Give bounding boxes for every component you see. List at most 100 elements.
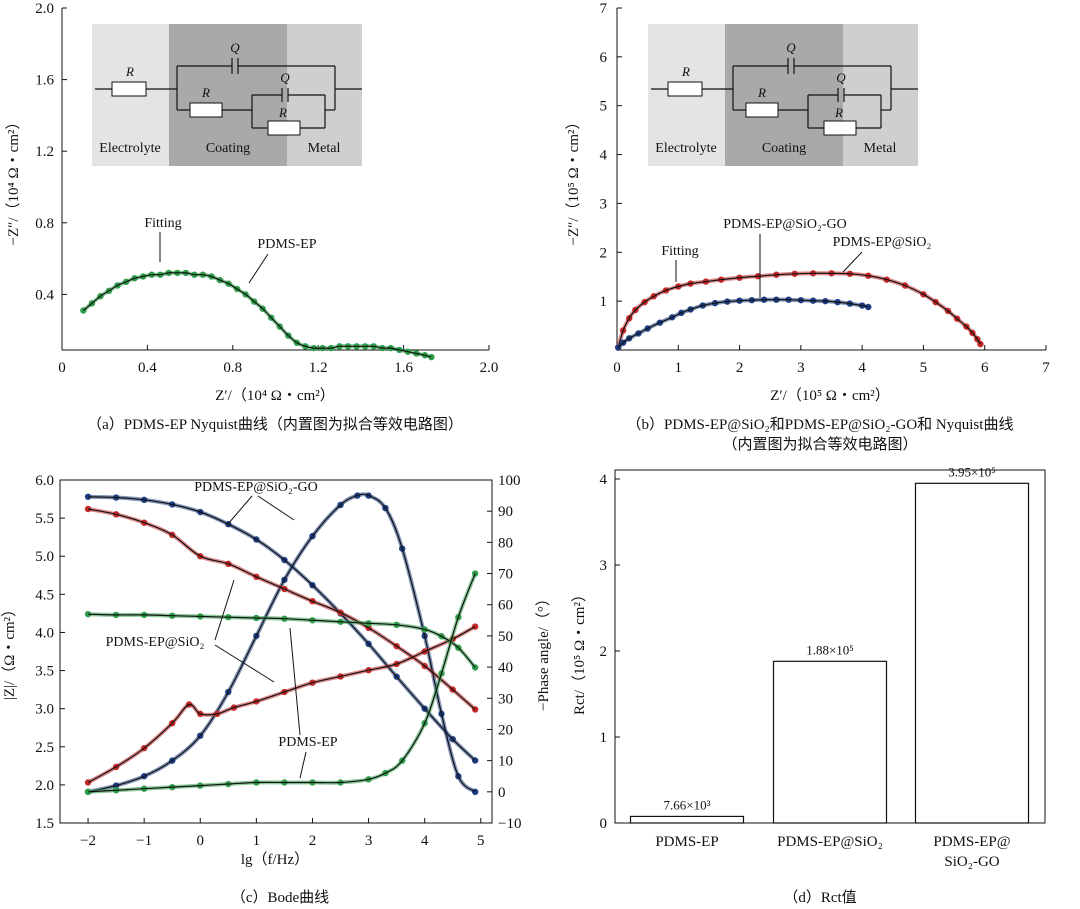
panel-a-ytick-label-2: 1.2: [35, 144, 54, 160]
panel-c-series-2-fit-line: [87, 508, 476, 710]
panel-c-frame: [59, 479, 493, 824]
panel-a-ylabel: −Z″/（10⁴ Ω・cm²）: [5, 115, 22, 246]
panel-b-annotation-sio2: PDMS-EP@SiO₂: [833, 235, 932, 250]
panel-d-category-label-2-0: PDMS-EP@: [933, 834, 1010, 850]
panel-d-category-label-2-1: SiO₂-GO: [944, 854, 999, 870]
panel-c-annotation-go-leader-2: [257, 495, 295, 521]
panel-c-ytick-right-label-3: 20: [498, 722, 513, 738]
panel-b-inset-resistor-rs: [667, 81, 703, 97]
panel-c-ytick-right-label-0: −10: [498, 816, 521, 832]
panel-a-inset-resistor-rct: [267, 120, 301, 136]
panel-b-inset-label-qdl: Q: [836, 70, 846, 85]
panel-c-xtick-label-1: −1: [136, 833, 152, 849]
panel-c-series-5-point-0: [84, 788, 92, 796]
panel-b-ytick-label-5: 6: [600, 50, 608, 66]
panel-a-inset-label-qc: Q: [230, 40, 240, 55]
panel-b-inset-label-rc: R: [757, 85, 766, 100]
panel-b-xtick-label-6: 6: [981, 360, 989, 376]
panel-d-value-label-1: 1.88×10⁵: [806, 642, 854, 657]
panel-b-ytick-label-2: 3: [600, 196, 608, 212]
caption-b: （b）PDMS-EP@SiO₂和PDMS-EP@SiO₂-GO和 Nyquist…: [626, 417, 1014, 433]
panel-a-xtick-label-2: 0.8: [223, 360, 242, 376]
panel-d-value-label-2: 3.95×10⁵: [948, 464, 996, 479]
panel-c-ytick-label-7: 5.0: [35, 549, 54, 565]
panel-c-xtick-label-5: 3: [365, 833, 373, 849]
panel-c-ytick-right-label-7: 60: [498, 598, 513, 614]
panel-a-inset-resistor-rs: [111, 81, 147, 97]
panel-d-ytick-label-0: 0: [600, 816, 608, 832]
panel-a-inset-label-coating: Coating: [206, 141, 250, 156]
panel-b-annotation-fitting: Fitting: [661, 244, 698, 259]
panel-b-inset-resistor-rct: [823, 120, 857, 136]
panel-b-xtick-label-0: 0: [613, 360, 621, 376]
panel-b-ytick-label-0: 1: [600, 294, 608, 310]
panel-c-ytick-right-label-2: 10: [498, 754, 513, 770]
panel-b-xtick-label-3: 3: [797, 360, 805, 376]
panel-c-series-2-point-0: [84, 505, 92, 513]
panel-b-xtick-label-5: 5: [920, 360, 928, 376]
panel-c-xtick-label-0: −2: [80, 833, 96, 849]
panel-c-annotation-ep-leader-2: [299, 751, 307, 779]
panel-c-xtick-label-3: 1: [253, 833, 261, 849]
panel-c-annotation-ep: PDMS-EP: [278, 735, 337, 750]
panel-a-xtick-label-4: 1.6: [394, 360, 413, 376]
panel-a-xtick-label-1: 0.4: [138, 360, 157, 376]
panel-a-inset-label-qdl: Q: [280, 70, 290, 85]
panel-c-annotation-ep-leader-1: [289, 627, 301, 736]
panel-b-inset-label-electrolyte: Electrolyte: [655, 141, 716, 156]
panel-a-ytick-label-4: 2.0: [35, 1, 54, 17]
panel-b-inset-label-qc: Q: [786, 40, 796, 55]
panel-c-ytick-label-0: 1.5: [35, 816, 54, 832]
panel-a-inset-label-electrolyte: Electrolyte: [99, 141, 160, 156]
panel-b-inset-resistor-rc: [745, 102, 779, 118]
panel-a-inset-resistor-rc: [189, 102, 223, 118]
panel-c-ytick-label-1: 2.0: [35, 778, 54, 794]
panel-c-ytick-label-8: 5.5: [35, 511, 54, 527]
panel-c-ytick-right-label-5: 40: [498, 660, 513, 676]
panel-c-xlabel: lg（f/Hz）: [241, 851, 309, 868]
panel-c-annotation-sio2-leader-2: [214, 644, 275, 683]
panel-c-ytick-label-6: 4.5: [35, 587, 54, 603]
panel-b-xtick-label-4: 4: [858, 360, 866, 376]
panel-c-ytick-right-label-10: 90: [498, 504, 513, 520]
panel-c-ytick-label-2: 2.5: [35, 740, 54, 756]
panel-c-ytick-right-label-6: 50: [498, 629, 513, 645]
panel-a-xtick-label-5: 2.0: [480, 360, 499, 376]
panel-b-series-1-fit-line: [617, 299, 869, 348]
panel-a-ytick-label-1: 0.8: [35, 216, 54, 232]
panel-b-annotation-sio2-leader: [842, 251, 863, 273]
panel-c-annotation-sio2-leader-1: [214, 579, 235, 641]
caption-d: （d）Rct值: [783, 890, 857, 906]
panel-b-inset-label-rct: R: [834, 105, 843, 120]
panel-b-xtick-label-1: 1: [675, 360, 683, 376]
panel-d-category-label-1-0: PDMS-EP@SiO₂: [777, 834, 883, 850]
panel-d-bar-1: [772, 660, 888, 824]
panel-b-xlabel: Z′/（10⁵ Ω・cm²）: [770, 387, 890, 404]
panel-c-annotation-go: PDMS-EP@SiO₂-GO: [194, 480, 318, 495]
panel-c-series-1-fit-line: [87, 493, 476, 793]
panel-a-xtick-label-3: 1.2: [309, 360, 328, 376]
panel-b-series-0-fit-line: [617, 272, 981, 348]
panel-d-ytick-label-3: 3: [600, 558, 608, 574]
panel-a-xtick-label-0: 0: [58, 360, 66, 376]
panel-c-xtick-label-7: 5: [477, 833, 485, 849]
panel-c-series-3-point-0: [84, 779, 92, 786]
panel-c-ytick-label-5: 4.0: [35, 625, 54, 641]
panel-c-ytick-right-label-1: 0: [498, 785, 506, 801]
panel-b-series-1-band: [616, 297, 869, 349]
panel-c-xtick-label-4: 2: [309, 833, 317, 849]
panel-b-ytick-label-1: 2: [600, 245, 608, 261]
panel-c-annotation-go-leader-1: [227, 495, 253, 525]
panel-c-series-4-point-0: [84, 610, 92, 618]
panel-d-value-label-0: 7.66×10³: [664, 797, 711, 812]
panel-c-series-3-fit-line: [87, 626, 476, 784]
caption-b-line2: （内置图为拟合等效电路图）: [722, 437, 918, 453]
panel-b-ytick-label-3: 4: [600, 148, 608, 164]
panel-a-ytick-label-0: 0.4: [35, 287, 54, 303]
panel-b-inset-label-rs: R: [681, 64, 690, 79]
panel-b-xtick-label-2: 2: [736, 360, 744, 376]
panel-d-category-label-0-0: PDMS-EP: [655, 834, 718, 850]
panel-b-annotation-go: PDMS-EP@SiO₂-GO: [723, 217, 847, 232]
panel-a-inset-label-rc: R: [201, 85, 210, 100]
panel-c-ylabel-right: −Phase angle/（°）: [535, 591, 552, 711]
